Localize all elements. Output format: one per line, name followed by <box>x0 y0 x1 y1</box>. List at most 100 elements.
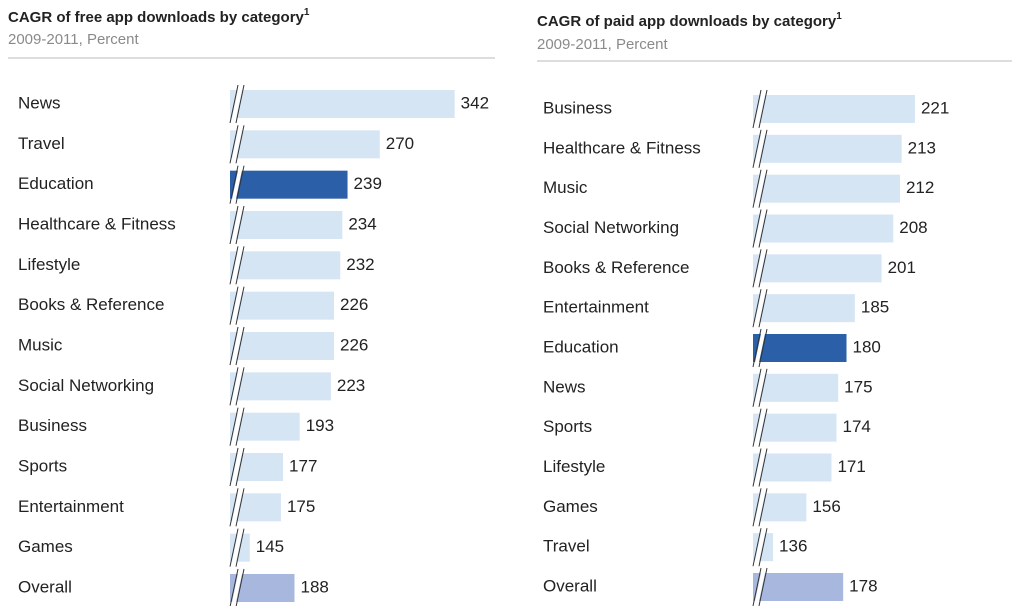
value-label: 226 <box>340 295 368 314</box>
axis-break <box>758 368 768 407</box>
axis-break <box>758 408 768 447</box>
title-footnote: 1 <box>836 11 842 22</box>
axis-break-gap <box>231 206 243 244</box>
value-label: 177 <box>289 456 317 475</box>
value-label: 180 <box>853 337 881 356</box>
axis-break <box>235 125 245 164</box>
category-label: Healthcare & Fitness <box>543 138 701 157</box>
category-label: News <box>18 93 61 112</box>
category-label: Books & Reference <box>18 295 164 314</box>
value-label: 232 <box>346 255 374 274</box>
axis-break-gap <box>754 368 766 407</box>
category-label: Games <box>18 537 73 556</box>
value-label: 175 <box>844 377 872 396</box>
axis-break-gap <box>231 528 243 567</box>
axis-break <box>229 246 239 285</box>
value-label: 185 <box>861 298 889 317</box>
category-label: Lifestyle <box>18 255 80 274</box>
value-label: 175 <box>287 497 315 516</box>
axis-break <box>758 169 768 208</box>
axis-break <box>752 448 762 487</box>
axis-break <box>229 407 239 446</box>
axis-break <box>235 165 245 204</box>
category-label: Books & Reference <box>543 258 689 277</box>
axis-break-gap <box>754 329 766 367</box>
category-label: Sports <box>18 456 67 475</box>
axis-break <box>229 326 239 366</box>
axis-break-gap <box>231 327 243 365</box>
axis-break <box>229 205 239 245</box>
value-label: 212 <box>906 178 934 197</box>
axis-break <box>758 209 768 248</box>
axis-break-gap <box>754 448 766 487</box>
value-label: 193 <box>306 416 334 435</box>
axis-break <box>758 289 768 328</box>
axis-break <box>235 528 245 567</box>
value-label: 156 <box>812 497 840 516</box>
value-label: 239 <box>354 174 382 193</box>
bar <box>753 134 902 163</box>
axis-break <box>758 488 768 527</box>
category-label: Entertainment <box>18 497 124 516</box>
bar <box>230 372 331 401</box>
value-label: 201 <box>888 258 916 277</box>
axis-break <box>235 367 245 406</box>
value-label: 171 <box>837 457 865 476</box>
axis-break-gap <box>754 408 766 447</box>
axis-break <box>229 447 239 487</box>
value-label: 234 <box>348 214 376 233</box>
axis-break-gap <box>231 367 243 406</box>
category-label: Lifestyle <box>543 457 605 476</box>
category-label: Games <box>543 497 598 516</box>
title-footnote: 1 <box>304 7 310 18</box>
axis-break <box>758 528 768 567</box>
axis-break-gap <box>754 249 766 288</box>
bar <box>753 334 847 362</box>
axis-break-gap <box>754 209 766 248</box>
value-label: 178 <box>849 576 877 595</box>
bar <box>753 254 882 283</box>
category-label: Entertainment <box>543 298 649 317</box>
value-label: 174 <box>842 417 870 436</box>
axis-break-gap <box>231 85 243 123</box>
bar <box>230 211 343 239</box>
axis-break <box>758 448 768 487</box>
axis-break <box>229 488 239 527</box>
bar <box>230 130 380 159</box>
axis-break <box>229 84 239 124</box>
category-label: Business <box>543 98 612 117</box>
axis-break <box>752 289 762 328</box>
axis-break <box>752 209 762 248</box>
bar <box>753 95 915 123</box>
bar <box>230 170 348 199</box>
axis-break <box>752 89 762 129</box>
axis-break-gap <box>754 488 766 527</box>
chart-title: CAGR of free app downloads by category1 <box>8 7 310 26</box>
category-label: Music <box>543 178 588 197</box>
chart-title: CAGR of paid app downloads by category1 <box>537 11 842 30</box>
axis-break <box>235 286 245 325</box>
axis-break <box>235 568 245 606</box>
axis-break <box>758 89 768 129</box>
axis-break <box>752 249 762 288</box>
category-label: Travel <box>543 537 590 556</box>
category-label: Sports <box>543 417 592 436</box>
title-text: CAGR of free app downloads by category <box>8 9 305 26</box>
axis-break-gap <box>231 448 243 486</box>
category-label: Business <box>18 416 87 435</box>
axis-break <box>752 408 762 447</box>
bar <box>753 294 855 323</box>
category-label: Education <box>543 337 619 356</box>
title-text: CAGR of paid app downloads by category <box>537 13 837 30</box>
axis-break <box>235 447 245 487</box>
category-label: Music <box>18 335 63 354</box>
axis-break <box>235 205 245 245</box>
value-label: 342 <box>461 93 489 112</box>
axis-break <box>229 286 239 325</box>
category-label: Social Networking <box>543 218 679 237</box>
chart-subtitle: 2009-2011, Percent <box>537 36 668 53</box>
axis-break <box>235 407 245 446</box>
axis-break-gap <box>231 569 243 606</box>
axis-break <box>752 368 762 407</box>
